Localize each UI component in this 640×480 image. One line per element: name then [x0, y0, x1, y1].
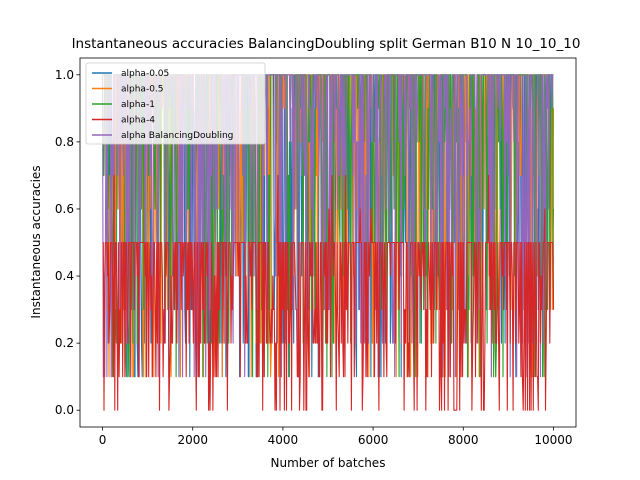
x-tick-label: 0: [99, 433, 107, 447]
legend-label: alpha-0.05: [121, 69, 169, 79]
legend-box: [85, 62, 266, 145]
legend-label: alpha-0.5: [121, 85, 164, 95]
y-tick-label: 0.4: [55, 269, 74, 283]
x-tick-label: 2000: [177, 433, 208, 447]
legend-label: alpha-4: [121, 116, 155, 126]
y-tick-label: 0.6: [55, 202, 74, 216]
y-axis: 0.0 0.2 0.4 0.6 0.8 1.0: [55, 68, 80, 417]
x-axis: 0 2000 4000 6000 8000 10000: [99, 427, 573, 447]
x-tick-label: 6000: [358, 433, 389, 447]
chart-title: Instantaneous accuracies BalancingDoubli…: [72, 36, 581, 52]
legend-label: alpha-1: [121, 100, 155, 110]
y-axis-label: Instantaneous accuracies: [29, 165, 43, 318]
y-tick-label: 0.2: [55, 336, 74, 350]
y-tick-label: 0.8: [55, 135, 74, 149]
series-line-alpha-4: [102, 174, 555, 411]
legend: alpha-0.05 alpha-0.5 alpha-1 alpha-4 alpha B…: [85, 62, 266, 145]
x-tick-label: 8000: [448, 433, 479, 447]
y-tick-label: 1.0: [55, 68, 74, 82]
x-tick-label: 4000: [268, 433, 299, 447]
x-tick-label: 10000: [534, 433, 572, 447]
y-tick-label: 0.0: [55, 403, 74, 417]
legend-label: alpha BalancingDoubling: [121, 131, 233, 141]
plot-frame: [79, 57, 577, 428]
x-axis-label: Number of batches: [271, 456, 386, 470]
